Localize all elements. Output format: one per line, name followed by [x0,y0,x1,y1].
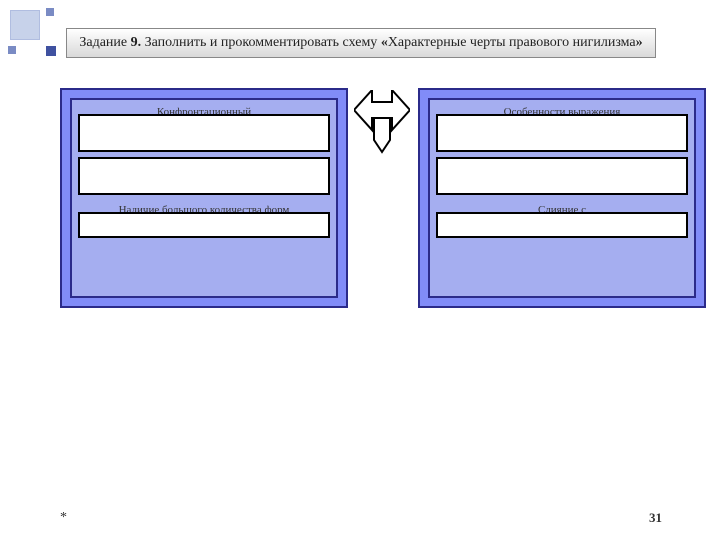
right-blank-1[interactable] [436,114,688,152]
corner-decoration [8,8,63,63]
title-prefix: Задание [79,35,130,50]
title-quote-open: « [381,35,388,50]
right-blank-3[interactable] [436,212,688,238]
deco-square-small-3 [46,46,56,56]
bidirectional-arrow-icon [354,90,410,200]
left-field-2 [78,161,330,195]
deco-square-small-2 [8,46,16,54]
title-quote-close: » [636,35,643,50]
title-rest: Заполнить и прокомментировать схему [141,35,381,50]
right-panel: Особенности выражения Слияние с [418,88,706,308]
left-field-1: Конфронтационный [78,106,330,152]
right-panel-inner: Особенности выражения Слияние с [428,98,696,298]
left-panel-inner: Конфронтационный Наличие большого количе… [70,98,338,298]
task-title-bar: Задание 9. Заполнить и прокомментировать… [66,28,656,58]
left-blank-3[interactable] [78,212,330,238]
left-field-3: Наличие большого количества форм [78,204,330,238]
title-topic: Характерные черты правового нигилизма [388,35,636,50]
title-number: 9. [131,35,142,50]
right-field-1: Особенности выражения [436,106,688,152]
right-field-3: Слияние с [436,204,688,238]
footer-mark: * [60,510,67,526]
right-field-2 [436,161,688,195]
deco-square-small-1 [46,8,54,16]
right-blank-2[interactable] [436,157,688,195]
left-blank-1[interactable] [78,114,330,152]
page-number: 31 [649,510,662,526]
left-blank-2[interactable] [78,157,330,195]
left-panel: Конфронтационный Наличие большого количе… [60,88,348,308]
deco-square-large [10,10,40,40]
